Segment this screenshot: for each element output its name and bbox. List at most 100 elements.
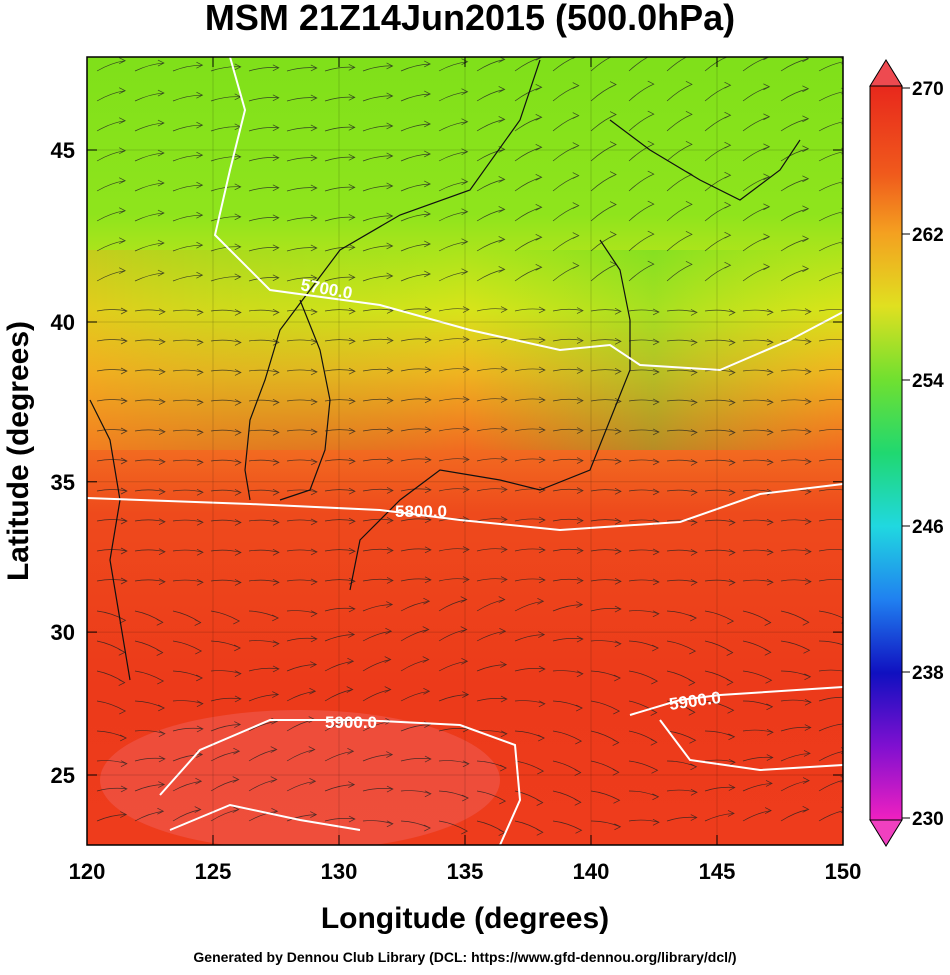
streamline-arrow	[438, 760, 470, 768]
streamline-arrow	[590, 760, 620, 776]
streamlines	[96, 57, 843, 836]
streamline-arrow	[818, 517, 843, 524]
streamline-arrow	[96, 577, 128, 585]
streamline-arrow	[96, 337, 128, 345]
streamline-arrow	[400, 366, 432, 374]
streamline-arrow	[666, 369, 698, 376]
streamline-arrow	[248, 776, 278, 792]
streamline-arrow	[818, 397, 843, 404]
streamline-arrow	[818, 147, 843, 162]
streamline-arrow	[172, 578, 204, 586]
streamline-arrow	[590, 518, 622, 525]
streamline-arrow	[362, 601, 394, 612]
streamline-arrow	[248, 519, 280, 526]
streamline-arrow	[286, 308, 318, 316]
streamline-arrow	[818, 337, 843, 344]
streamline-arrow	[742, 83, 771, 102]
streamline-arrow	[400, 336, 432, 344]
streamline-arrow	[704, 429, 736, 436]
streamline-arrow	[286, 518, 318, 526]
streamline-arrow	[248, 369, 280, 376]
streamline-arrow	[514, 396, 546, 404]
streamline-arrow	[780, 518, 812, 525]
streamline-arrow	[704, 810, 735, 822]
streamline-arrow	[666, 519, 698, 526]
streamline-arrow	[172, 398, 204, 406]
streamline-arrow	[248, 94, 280, 102]
streamline-arrow	[742, 610, 772, 626]
streamline-arrow	[96, 237, 126, 252]
streamline-arrow	[818, 267, 843, 282]
streamline-arrow	[666, 339, 698, 346]
y-tick-label: 25	[51, 763, 75, 788]
streamline-arrow	[514, 820, 544, 836]
streamline-arrow	[400, 150, 431, 162]
streamline-arrow	[476, 596, 506, 612]
streamline-arrow	[438, 596, 468, 612]
streamline-arrow	[96, 610, 127, 624]
streamline-arrow	[362, 577, 394, 584]
streamline-arrow	[362, 427, 394, 434]
streamline-arrow	[172, 338, 204, 346]
streamline-arrow	[134, 239, 165, 252]
streamline-arrow	[742, 263, 771, 282]
streamline-arrow	[134, 488, 166, 496]
y-tick-label: 45	[51, 138, 75, 163]
streamline-arrow	[666, 549, 698, 556]
streamline-arrow	[742, 398, 774, 406]
streamline-arrow	[818, 427, 843, 434]
streamline-arrow	[134, 308, 166, 316]
streamline-arrow	[476, 486, 508, 493]
streamline-arrow	[628, 260, 655, 282]
streamline-arrow	[742, 368, 774, 376]
streamline-arrow	[400, 180, 431, 192]
streamline-arrow	[400, 576, 432, 584]
streamline-arrow	[210, 339, 242, 346]
streamline-arrow	[742, 233, 771, 252]
streamline-arrow	[628, 488, 660, 496]
streamline-arrow	[438, 626, 468, 642]
streamline-arrow	[210, 549, 242, 556]
streamline-arrow	[780, 145, 810, 162]
streamline-arrow	[628, 368, 660, 376]
streamline-arrow	[210, 399, 242, 406]
streamline-arrow	[666, 640, 697, 655]
x-tick-label: 125	[195, 859, 232, 884]
streamline-arrow	[552, 820, 583, 834]
streamline-arrow	[742, 518, 774, 526]
streamline-arrow	[172, 308, 204, 316]
streamline-arrow	[590, 201, 617, 222]
streamline-arrow	[780, 610, 810, 626]
streamline-arrow	[324, 457, 356, 465]
streamline-arrow	[438, 268, 469, 282]
streamline-arrow	[362, 182, 394, 192]
streamline-arrow	[628, 110, 655, 132]
streamline-arrow	[666, 81, 693, 102]
streamline-arrow	[248, 459, 280, 466]
streamline-arrow	[400, 687, 431, 702]
streamline-arrow	[552, 547, 584, 554]
streamline-arrow	[818, 117, 843, 132]
streamline-arrow	[286, 746, 316, 762]
streamline-arrow	[666, 610, 697, 622]
streamline-arrow	[400, 240, 431, 252]
streamline-arrow	[210, 695, 242, 703]
streamline-arrow	[704, 549, 736, 556]
streamline-arrow	[780, 777, 810, 792]
streamline-arrow	[818, 747, 843, 762]
streamline-arrow	[286, 214, 318, 222]
streamline-arrow	[172, 61, 204, 72]
streamline-arrow	[210, 153, 242, 162]
streamline-arrow	[400, 456, 432, 464]
field-shading	[87, 250, 843, 450]
streamline-arrow	[742, 308, 774, 316]
streamline-arrow	[172, 121, 204, 132]
streamline-arrow	[514, 203, 543, 222]
streamline-arrow	[514, 456, 546, 464]
streamline-arrow	[514, 113, 543, 132]
streamline-arrow	[552, 670, 584, 678]
streamline-arrow	[438, 456, 470, 463]
streamline-arrow	[210, 519, 242, 526]
streamline-arrow	[324, 64, 356, 72]
streamline-arrow	[590, 820, 622, 831]
